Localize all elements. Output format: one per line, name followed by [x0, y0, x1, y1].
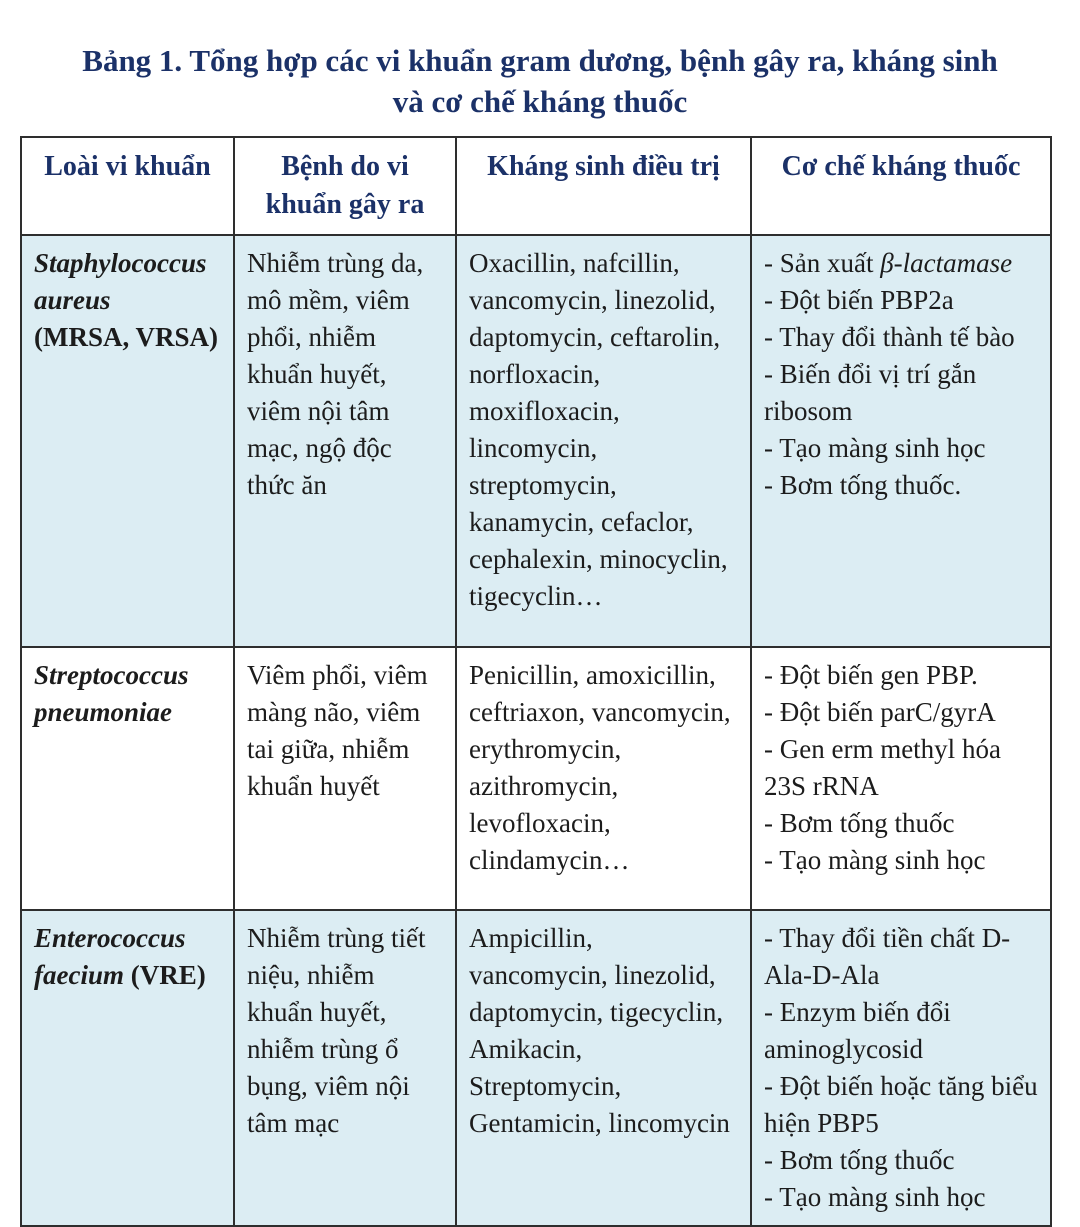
cell-species: Staphylococcus aureus (MRSA, VRSA) [20, 234, 235, 648]
species-name: Staphylococcus aureus [34, 248, 207, 315]
mechanism-item: - Gen erm methyl hóa 23S rRNA [764, 734, 1001, 801]
col-header-mechanisms: Cơ chế kháng thuốc [750, 136, 1052, 236]
table-row: Enterococcus faecium (VRE) Nhiễm trùng t… [20, 909, 1052, 1227]
species-abbreviation: (MRSA, VRSA) [34, 322, 219, 352]
bacteria-table: Loài vi khuẩn Bệnh do vi khuẩn gây ra Kh… [20, 136, 1052, 1227]
mechanism-item: - Sản xuất β-lactamase [764, 248, 1013, 278]
mechanism-item: - Bơm tống thuốc [764, 1145, 955, 1175]
table-row: Staphylococcus aureus (MRSA, VRSA) Nhiễm … [20, 234, 1052, 648]
cell-mechanisms: - Thay đổi tiền chất D-Ala-D-Ala - Enzym … [750, 909, 1052, 1227]
cell-mechanisms: - Sản xuất β-lactamase - Đột biến PBP2a - … [750, 234, 1052, 648]
species-name: Enterococcus faecium [34, 923, 186, 990]
cell-species: Enterococcus faecium (VRE) [20, 909, 235, 1227]
table-caption: Bảng 1. Tổng hợp các vi khuẩn gram dương… [82, 43, 998, 119]
mechanism-item: - Đột biến PBP2a [764, 285, 954, 315]
mechanism-item: - Thay đổi thành tế bào [764, 322, 1015, 352]
table-body: Staphylococcus aureus (MRSA, VRSA) Nhiễm … [20, 234, 1052, 1227]
mechanism-item: - Thay đổi tiền chất D-Ala-D-Ala [764, 923, 1011, 990]
cell-mechanisms: - Đột biến gen PBP. - Đột biến parC/gyrA -… [750, 646, 1052, 911]
header-row: Loài vi khuẩn Bệnh do vi khuẩn gây ra Kh… [20, 136, 1052, 236]
cell-antibiotics: Ampicillin, vancomycin, linezolid, dapto… [455, 909, 752, 1227]
cell-diseases: Nhiễm trùng tiết niệu, nhiễm khuẩn huyết… [233, 909, 457, 1227]
col-header-antibiotics: Kháng sinh điều trị [455, 136, 752, 236]
cell-diseases: Nhiễm trùng da, mô mềm, viêm phổi, nhiễm… [233, 234, 457, 648]
col-header-diseases: Bệnh do vi khuẩn gây ra [233, 136, 457, 236]
species-name: Streptococcus pneumoniae [34, 660, 189, 727]
mechanism-item: - Tạo màng sinh học [764, 845, 986, 875]
mechanism-item: - Đột biến parC/gyrA [764, 697, 996, 727]
cell-diseases: Viêm phổi, viêm màng não, viêm tai giữa,… [233, 646, 457, 911]
cell-antibiotics: Oxacillin, nafcillin, vancomycin, linezo… [455, 234, 752, 648]
cell-species: Streptococcus pneumoniae [20, 646, 235, 911]
mechanism-item: - Tạo màng sinh học [764, 433, 986, 463]
cell-antibiotics: Penicillin, amoxicillin, ceftriaxon, van… [455, 646, 752, 911]
mechanism-item: - Bơm tống thuốc. [764, 470, 962, 500]
mechanism-italic-term: β-lactamase [880, 248, 1013, 278]
mechanism-item: - Tạo màng sinh học [764, 1182, 986, 1212]
mechanism-item: - Đột biến gen PBP. [764, 660, 978, 690]
table-row: Streptococcus pneumoniae Viêm phổi, viêm… [20, 646, 1052, 911]
col-header-species: Loài vi khuẩn [20, 136, 235, 236]
mechanism-item: - Bơm tống thuốc [764, 808, 955, 838]
mechanism-item: - Đột biến hoặc tăng biểu hiện PBP5 [764, 1071, 1038, 1138]
mechanism-item: - Enzym biến đổi aminoglycosid [764, 997, 951, 1064]
species-abbreviation: (VRE) [130, 960, 206, 990]
mechanism-item: - Biến đổi vị trí gắn ribosom [764, 359, 977, 426]
